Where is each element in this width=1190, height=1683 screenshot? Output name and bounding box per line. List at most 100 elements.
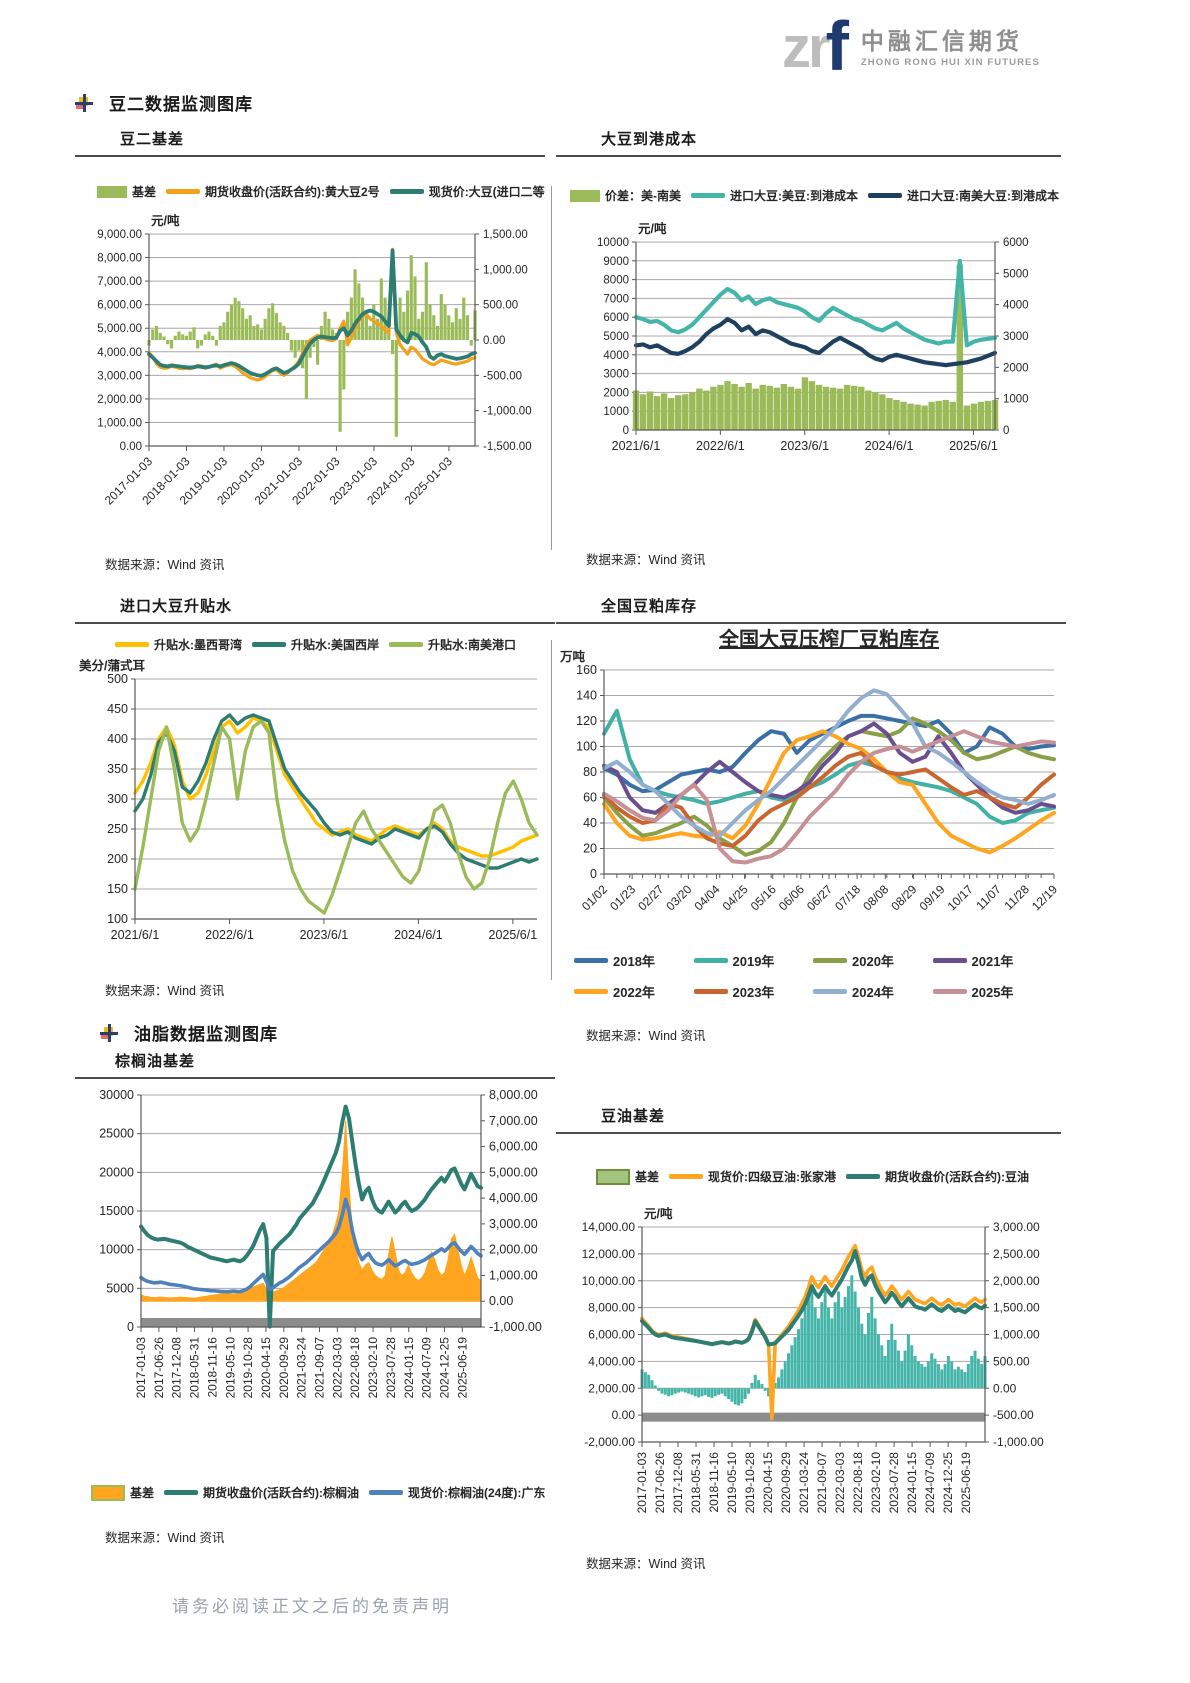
- svg-text:200: 200: [107, 852, 128, 866]
- svg-text:0.00: 0.00: [993, 1381, 1017, 1395]
- svg-text:2018-11-16: 2018-11-16: [707, 1452, 721, 1513]
- legend-item: 价差：美-南美: [570, 187, 681, 204]
- svg-text:2020-04-15: 2020-04-15: [259, 1337, 273, 1399]
- svg-text:美分/蒲式耳: 美分/蒲式耳: [79, 658, 145, 673]
- svg-text:2024-12-25: 2024-12-25: [941, 1452, 955, 1514]
- svg-text:14,000.00: 14,000.00: [582, 1220, 636, 1234]
- legend-swatch: [868, 193, 902, 198]
- svg-text:-1,000.00: -1,000.00: [993, 1435, 1044, 1449]
- svg-text:2024/6/1: 2024/6/1: [394, 928, 443, 942]
- legend-label: 2023年: [732, 985, 775, 1000]
- legend-item: 2025年: [932, 982, 1013, 1001]
- svg-text:2017-12-08: 2017-12-08: [671, 1452, 685, 1514]
- svg-text:2000: 2000: [1003, 362, 1029, 374]
- svg-text:2025/6/1: 2025/6/1: [489, 928, 538, 942]
- svg-text:8,000.00: 8,000.00: [588, 1301, 635, 1315]
- svg-text:4000: 4000: [1003, 300, 1029, 312]
- legend-item: 进口大豆:南美大豆:到港成本: [868, 187, 1059, 204]
- svg-text:7000: 7000: [603, 293, 629, 305]
- legend-label: 期货收盘价(活跃合约):棕榈油: [203, 1486, 360, 1500]
- chart-bean2-basis: 基差 期货收盘价(活跃合约):黄大豆2号 现货价:大豆(进口二等):青岛 9,000.…: [75, 183, 545, 546]
- legend-item: 升贴水:墨西哥湾: [115, 636, 242, 653]
- panel-title: 全国豆粕库存: [601, 598, 698, 615]
- chart-import-premium: 升贴水:墨西哥湾 升贴水:美国西岸 升贴水:南美港口 500 450 400 350 300 2…: [75, 636, 555, 960]
- svg-text:2,500.00: 2,500.00: [993, 1247, 1040, 1261]
- section-bullet-icon: [75, 93, 93, 112]
- svg-text:4000: 4000: [603, 350, 629, 362]
- svg-text:7,000.00: 7,000.00: [97, 276, 142, 288]
- svg-text:4,000.00: 4,000.00: [489, 1191, 538, 1205]
- legend-label: 期货收盘价(活跃合约):黄大豆2号: [205, 185, 380, 199]
- logo-f-text: f: [825, 7, 849, 85]
- svg-text:500: 500: [107, 672, 128, 686]
- svg-text:2020-04-15: 2020-04-15: [761, 1452, 775, 1514]
- chart-legend: 价差：美-南美 进口大豆:美豆:到港成本 进口大豆:南美大豆:到港成本: [556, 187, 1061, 204]
- title-rule: [556, 622, 1066, 624]
- panel-title: 进口大豆升贴水: [120, 598, 233, 615]
- legend-label: 2024年: [852, 985, 894, 1000]
- panel-title: 大豆到港成本: [601, 131, 698, 148]
- legend-swatch: [389, 189, 424, 194]
- svg-text:1000: 1000: [1003, 394, 1029, 406]
- chart-svg: 30000 25000 20000 15000 10000 5000 0 8,000.00 7,…: [99, 1088, 542, 1399]
- legend-item: 基差: [596, 1168, 659, 1185]
- legend-item: 现货价:棕榈油(24度):广东: [369, 1484, 545, 1501]
- svg-text:2017-01-03: 2017-01-03: [635, 1452, 649, 1514]
- legend-item: 进口大豆:美豆:到港成本: [691, 187, 858, 204]
- svg-text:2020-09-29: 2020-09-29: [779, 1452, 793, 1514]
- data-source: 数据来源：Wind 资讯: [105, 558, 225, 572]
- svg-text:2018-11-16: 2018-11-16: [205, 1337, 219, 1398]
- legend-item: 2021年: [932, 951, 1013, 970]
- svg-text:150: 150: [107, 882, 128, 896]
- svg-text:1,000.00: 1,000.00: [483, 264, 528, 276]
- svg-text:2023-07-28: 2023-07-28: [887, 1452, 901, 1514]
- svg-text:03/20: 03/20: [663, 882, 694, 913]
- legend-item: 基差: [91, 1484, 154, 1501]
- legend-item: 期货收盘价(活跃合约):黄大豆2号: [166, 183, 380, 200]
- svg-text:2022-03-03: 2022-03-03: [330, 1337, 344, 1399]
- svg-text:2022/6/1: 2022/6/1: [205, 928, 254, 942]
- svg-text:2021-09-07: 2021-09-07: [313, 1337, 327, 1399]
- svg-text:4,000.00: 4,000.00: [588, 1354, 635, 1368]
- svg-text:04/25: 04/25: [720, 882, 751, 913]
- svg-text:2025/6/1: 2025/6/1: [949, 439, 998, 453]
- svg-text:5000: 5000: [106, 1281, 134, 1295]
- svg-text:5,000.00: 5,000.00: [489, 1165, 538, 1179]
- svg-text:2022/6/1: 2022/6/1: [696, 439, 745, 453]
- legend-label: 价差：美-南美: [605, 189, 681, 203]
- svg-text:2025-06-19: 2025-06-19: [455, 1337, 469, 1399]
- svg-text:2021-03-24: 2021-03-24: [295, 1337, 309, 1399]
- legend-item: 升贴水:南美港口: [389, 636, 516, 653]
- legend-swatch: [596, 1168, 630, 1185]
- title-rule: [75, 1077, 555, 1079]
- svg-text:4,000.00: 4,000.00: [97, 347, 142, 359]
- svg-text:2017-06-26: 2017-06-26: [653, 1452, 667, 1514]
- svg-text:2024-01-15: 2024-01-15: [402, 1337, 416, 1399]
- svg-text:2023-02-10: 2023-02-10: [869, 1452, 883, 1514]
- legend-item: 现货价:四级豆油:张家港: [669, 1168, 836, 1185]
- svg-text:3000: 3000: [1003, 331, 1029, 343]
- svg-text:2024-07-09: 2024-07-09: [923, 1452, 937, 1514]
- svg-text:11/28: 11/28: [1001, 882, 1032, 913]
- legend-swatch: [932, 958, 967, 963]
- legend-swatch: [166, 189, 201, 194]
- chart-legend: 基差 期货收盘价(活跃合约):棕榈油 现货价:棕榈油(24度):广东: [75, 1484, 555, 1501]
- svg-text:500.00: 500.00: [483, 300, 518, 312]
- section-heading-oils: 油脂数据监测图库: [100, 1020, 278, 1045]
- svg-text:160: 160: [576, 663, 597, 677]
- column-divider: [551, 186, 552, 550]
- legend-swatch: [164, 1490, 199, 1495]
- svg-text:0.00: 0.00: [612, 1408, 636, 1422]
- svg-text:2017-12-08: 2017-12-08: [170, 1337, 184, 1399]
- svg-text:100: 100: [576, 740, 597, 754]
- svg-text:10,000.00: 10,000.00: [582, 1274, 636, 1288]
- svg-text:3,000.00: 3,000.00: [97, 370, 142, 382]
- svg-text:2025-06-19: 2025-06-19: [959, 1452, 973, 1514]
- svg-text:11/07: 11/07: [973, 882, 1004, 913]
- svg-text:5,000.00: 5,000.00: [97, 323, 142, 335]
- svg-text:06/27: 06/27: [804, 882, 835, 913]
- panel-bean2-basis: 豆二基差 基差 期货收盘价(活跃合约):黄大豆2号 现货价:大豆(进口二等):青岛 9…: [75, 128, 545, 573]
- chart-legend: 基差 期货收盘价(活跃合约):黄大豆2号 现货价:大豆(进口二等):青岛: [75, 183, 545, 200]
- svg-text:3,000.00: 3,000.00: [489, 1217, 538, 1231]
- chart-soymeal-inventory: 160 140 120 100 80 60 40 20 0 万吨 全国大豆压榨厂豆粕库存 01/02 0…: [556, 624, 1066, 1001]
